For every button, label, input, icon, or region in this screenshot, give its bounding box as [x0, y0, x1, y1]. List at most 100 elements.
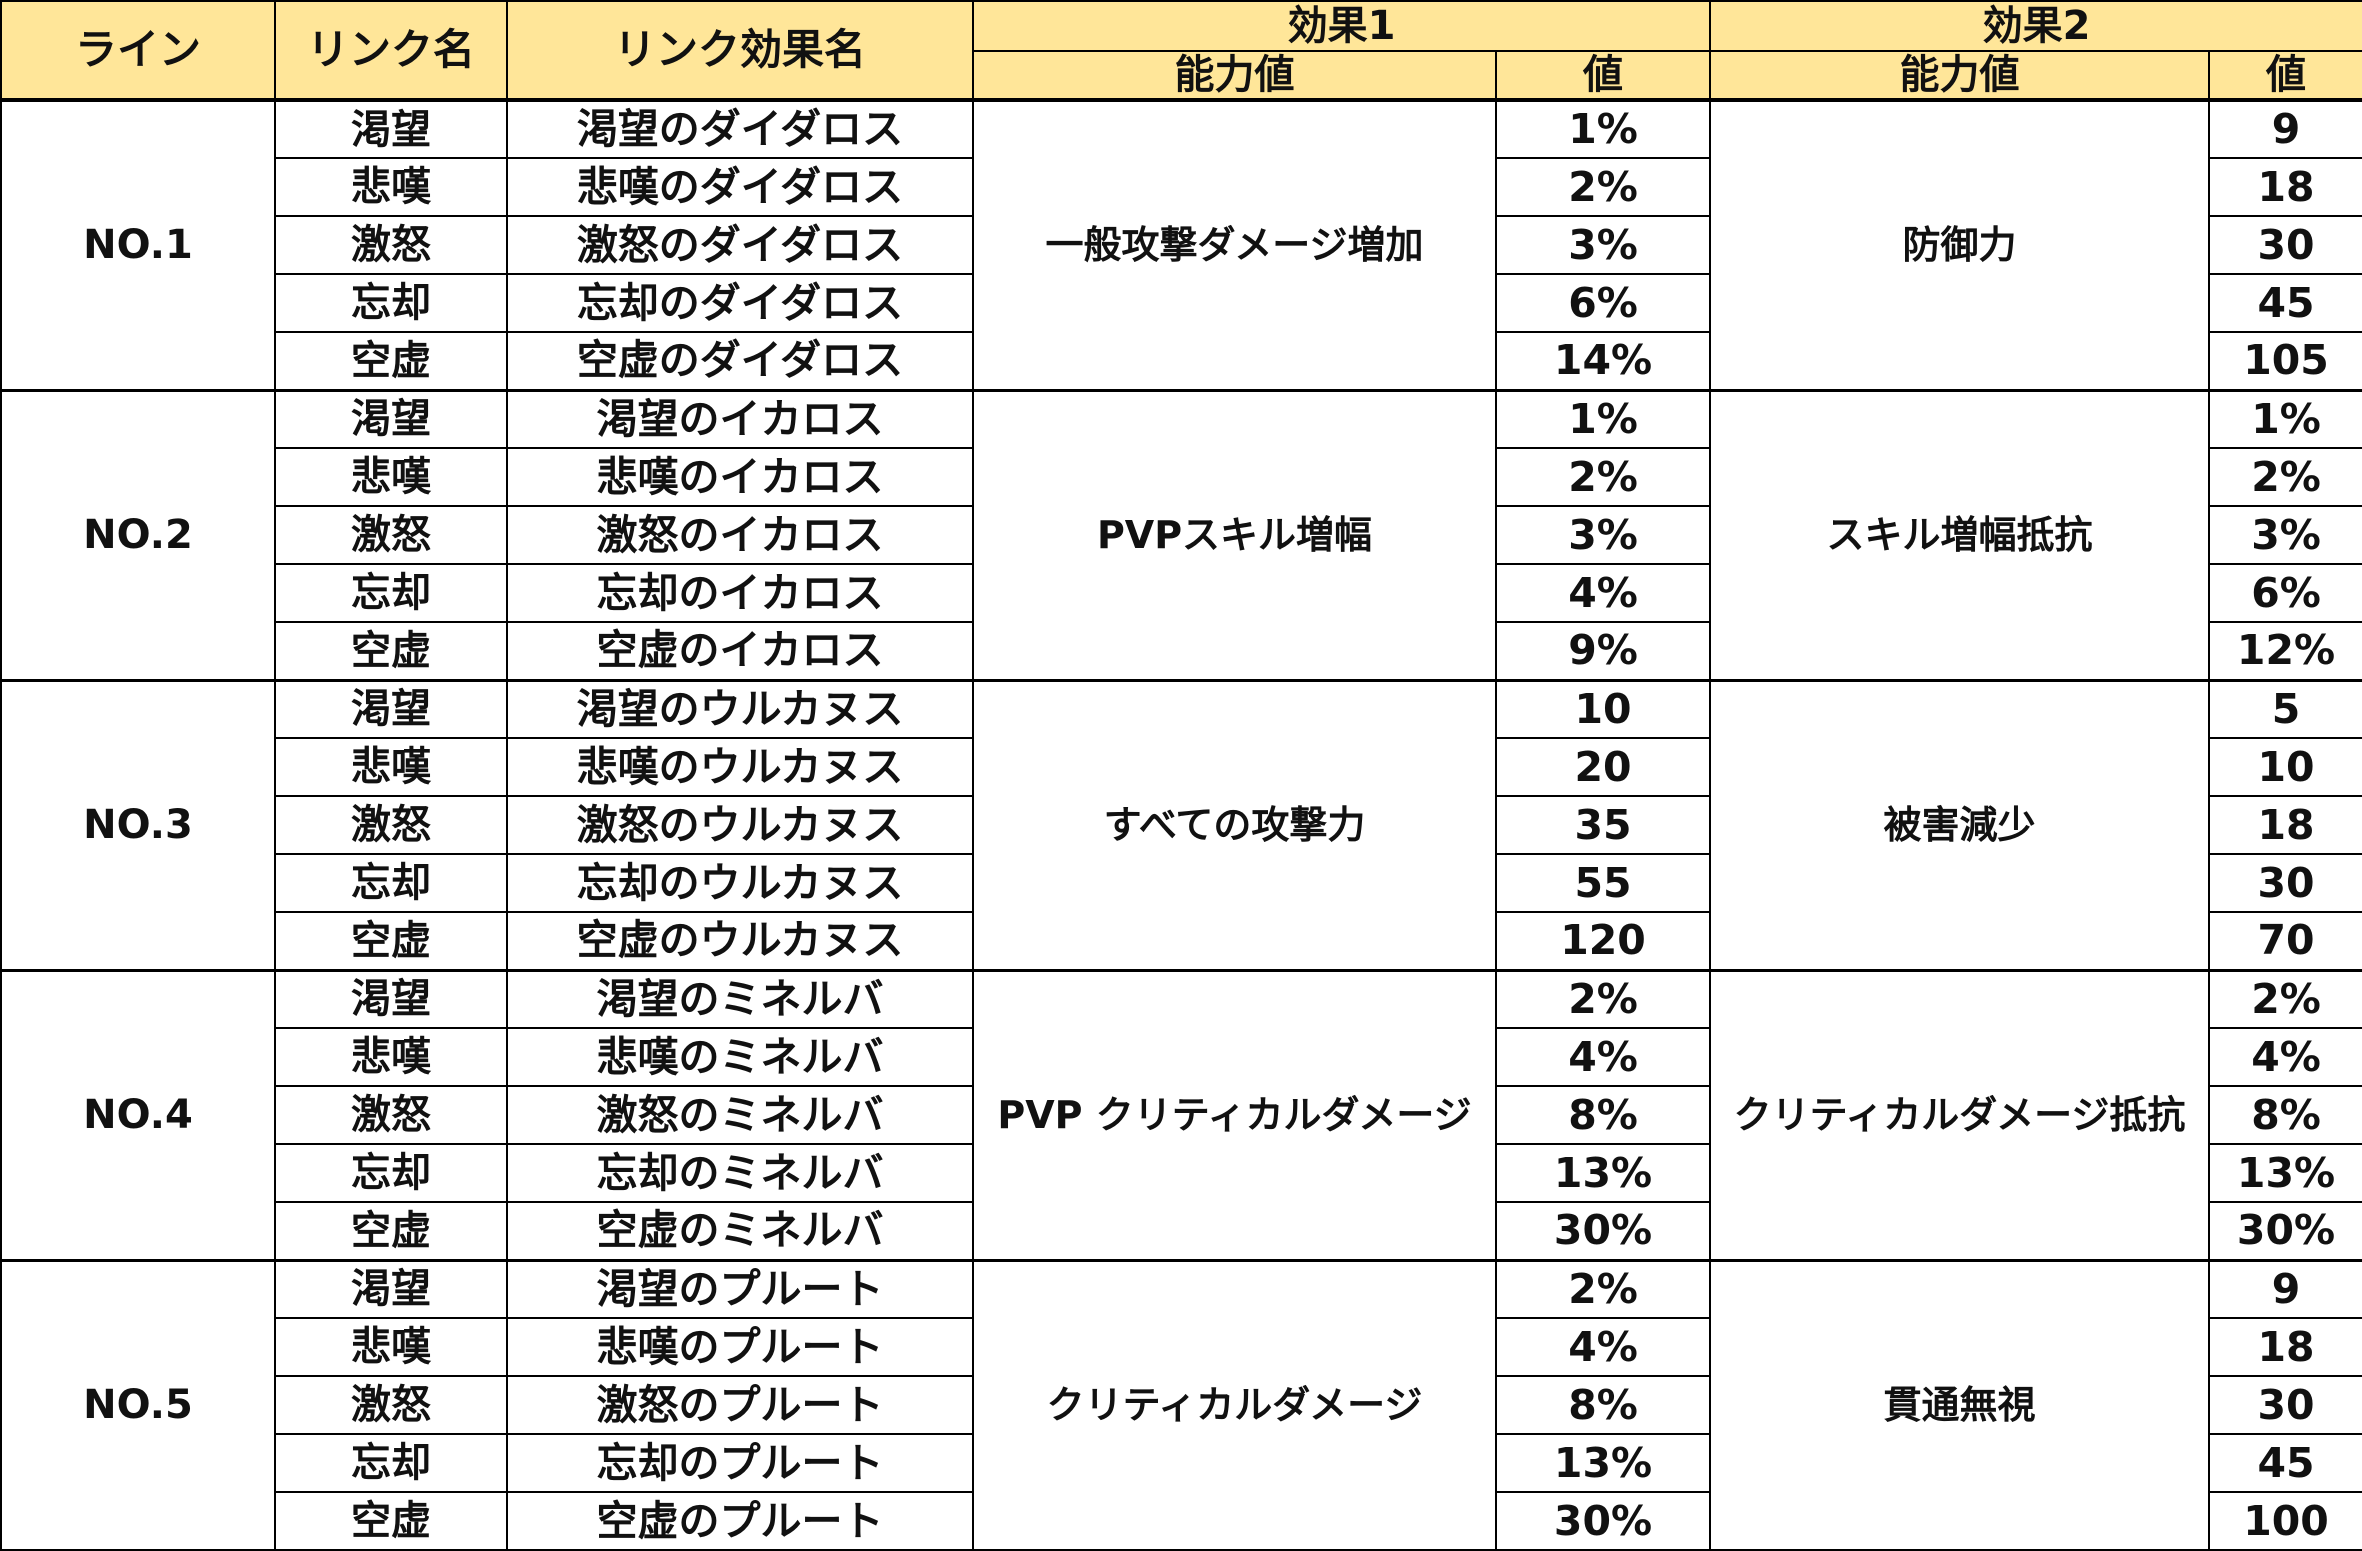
line-cell: NO.1 [0, 98, 276, 391]
table-row: NO.5 渇望 渇望のプルート クリティカルダメージ 2% 貫通無視 9 [0, 1258, 2362, 1551]
header-effect2: 効果2 [1709, 0, 2362, 52]
line-cell: NO.2 [0, 388, 276, 681]
effect2-value-cell: 3% [2208, 505, 2362, 565]
link-name-cell: 悲嘆 [274, 737, 508, 797]
link-effect-name-cell: 空虚のダイダロス [506, 331, 974, 391]
effect1-value-cell: 8% [1495, 1085, 1711, 1145]
link-effect-name-cell: 渇望のミネルバ [506, 968, 974, 1029]
effect2-value-cell: 2% [2208, 968, 2362, 1029]
link-effect-name-cell: 忘却のダイダロス [506, 273, 974, 333]
effect1-ability-cell: PVP クリティカルダメージ [972, 968, 1497, 1261]
effect2-value-cell: 30 [2208, 1375, 2362, 1435]
link-name-cell: 激怒 [274, 215, 508, 275]
table-row: NO.3 渇望 渇望のウルカヌス すべての攻撃力 10 被害減少 5 [0, 678, 2362, 971]
effect1-value-cell: 4% [1495, 1317, 1711, 1377]
effect2-value-cell: 100 [2208, 1491, 2362, 1551]
table-row: 悲嘆 悲嘆のウルカヌス 20 10 [1, 737, 2362, 797]
table-body: NO.1 渇望 渇望のダイダロス 一般攻撃ダメージ増加 1% 防御力 9 悲嘆 悲嘆のダイダロス… [0, 98, 2362, 1551]
line-cell: NO.4 [0, 968, 276, 1261]
header-effect2-ability: 能力値 [1709, 50, 2210, 101]
effect2-value-cell: 45 [2208, 1433, 2362, 1493]
effect1-ability-cell: すべての攻撃力 [972, 678, 1497, 971]
effect1-value-cell: 2% [1495, 1258, 1711, 1319]
effect2-value-cell: 2% [2208, 447, 2362, 507]
effect1-value-cell: 9% [1495, 621, 1711, 681]
table-row: 空虚 空虚のイカロス 9% 12% [1, 621, 2362, 681]
link-name-cell: 渇望 [274, 678, 508, 739]
effect2-value-cell: 70 [2208, 911, 2362, 971]
effect1-value-cell: 20 [1495, 737, 1711, 797]
table-header: ライン リンク名 リンク効果名 効果1 効果2 能力値 値 能力値 値 [0, 0, 2362, 101]
effect2-ability-cell: 貫通無視 [1709, 1258, 2210, 1551]
effect1-value-cell: 6% [1495, 273, 1711, 333]
link-name-cell: 渇望 [274, 388, 508, 449]
table-row: 激怒 激怒のウルカヌス 35 18 [1, 795, 2362, 855]
line-cell: NO.5 [0, 1258, 276, 1551]
effect2-value-cell: 13% [2208, 1143, 2362, 1203]
table-row: NO.4 渇望 渇望のミネルバ PVP クリティカルダメージ 2% クリティカルダメージ抵… [0, 968, 2362, 1261]
table-row: 空虚 空虚のミネルバ 30% 30% [1, 1201, 2362, 1261]
effect1-value-cell: 35 [1495, 795, 1711, 855]
link-name-cell: 激怒 [274, 1375, 508, 1435]
effect2-value-cell: 30% [2208, 1201, 2362, 1261]
header-link-effect-name: リンク効果名 [506, 0, 974, 101]
table-row: NO.2 渇望 渇望のイカロス PVPスキル増幅 1% スキル増幅抵抗 1% [0, 388, 2362, 681]
link-name-cell: 悲嘆 [274, 447, 508, 507]
link-name-cell: 悲嘆 [274, 1027, 508, 1087]
effect1-value-cell: 3% [1495, 215, 1711, 275]
table-row: 悲嘆 悲嘆のイカロス 2% 2% [1, 447, 2362, 507]
table-row: 激怒 激怒のプルート 8% 30 [1, 1375, 2362, 1435]
link-name-cell: 激怒 [274, 1085, 508, 1145]
link-name-cell: 渇望 [274, 98, 508, 159]
link-effect-name-cell: 悲嘆のイカロス [506, 447, 974, 507]
effect1-value-cell: 4% [1495, 563, 1711, 623]
link-effect-name-cell: 激怒のミネルバ [506, 1085, 974, 1145]
effect2-value-cell: 1% [2208, 388, 2362, 449]
effect1-value-cell: 10 [1495, 678, 1711, 739]
effect2-value-cell: 8% [2208, 1085, 2362, 1145]
effect1-ability-cell: 一般攻撃ダメージ増加 [972, 98, 1497, 391]
link-name-cell: 空虚 [274, 621, 508, 681]
table-row: 忘却 忘却のウルカヌス 55 30 [1, 853, 2362, 913]
table-row: 激怒 激怒のミネルバ 8% 8% [1, 1085, 2362, 1145]
link-effect-name-cell: 激怒のダイダロス [506, 215, 974, 275]
link-effect-name-cell: 激怒のイカロス [506, 505, 974, 565]
table-row: 忘却 忘却のプルート 13% 45 [1, 1433, 2362, 1493]
link-name-cell: 悲嘆 [274, 157, 508, 217]
link-name-cell: 忘却 [274, 853, 508, 913]
link-effect-name-cell: 忘却のプルート [506, 1433, 974, 1493]
effect2-value-cell: 6% [2208, 563, 2362, 623]
effect2-value-cell: 30 [2208, 215, 2362, 275]
header-effect1-ability: 能力値 [972, 50, 1497, 101]
link-effect-name-cell: 空虚のイカロス [506, 621, 974, 681]
effect1-ability-cell: PVPスキル増幅 [972, 388, 1497, 681]
effect1-value-cell: 55 [1495, 853, 1711, 913]
effect1-value-cell: 1% [1495, 388, 1711, 449]
table-row: 空虚 空虚のプルート 30% 100 [1, 1491, 2362, 1551]
link-name-cell: 激怒 [274, 505, 508, 565]
link-name-cell: 渇望 [274, 1258, 508, 1319]
link-effect-name-cell: 悲嘆のダイダロス [506, 157, 974, 217]
effect1-value-cell: 13% [1495, 1433, 1711, 1493]
link-name-cell: 渇望 [274, 968, 508, 1029]
effect2-value-cell: 4% [2208, 1027, 2362, 1087]
table-row: 忘却 忘却のイカロス 4% 6% [1, 563, 2362, 623]
link-effect-name-cell: 激怒のウルカヌス [506, 795, 974, 855]
table-row: 空虚 空虚のダイダロス 14% 105 [1, 331, 2362, 391]
header-effect1: 効果1 [972, 0, 1711, 52]
table-row: NO.1 渇望 渇望のダイダロス 一般攻撃ダメージ増加 1% 防御力 9 [0, 98, 2362, 391]
effect2-ability-cell: クリティカルダメージ抵抗 [1709, 968, 2210, 1261]
header-effect1-value: 値 [1495, 50, 1711, 101]
effect1-value-cell: 30% [1495, 1491, 1711, 1551]
header-line: ライン [0, 0, 276, 101]
link-effect-name-cell: 渇望のウルカヌス [506, 678, 974, 739]
link-effect-name-cell: 忘却のウルカヌス [506, 853, 974, 913]
link-effect-name-cell: 悲嘆のプルート [506, 1317, 974, 1377]
effect2-value-cell: 5 [2208, 678, 2362, 739]
link-name-cell: 悲嘆 [274, 1317, 508, 1377]
table-row: 悲嘆 悲嘆のプルート 4% 18 [1, 1317, 2362, 1377]
line-cell: NO.3 [0, 678, 276, 971]
effect2-value-cell: 10 [2208, 737, 2362, 797]
table-row: 激怒 激怒のイカロス 3% 3% [1, 505, 2362, 565]
effect1-value-cell: 8% [1495, 1375, 1711, 1435]
